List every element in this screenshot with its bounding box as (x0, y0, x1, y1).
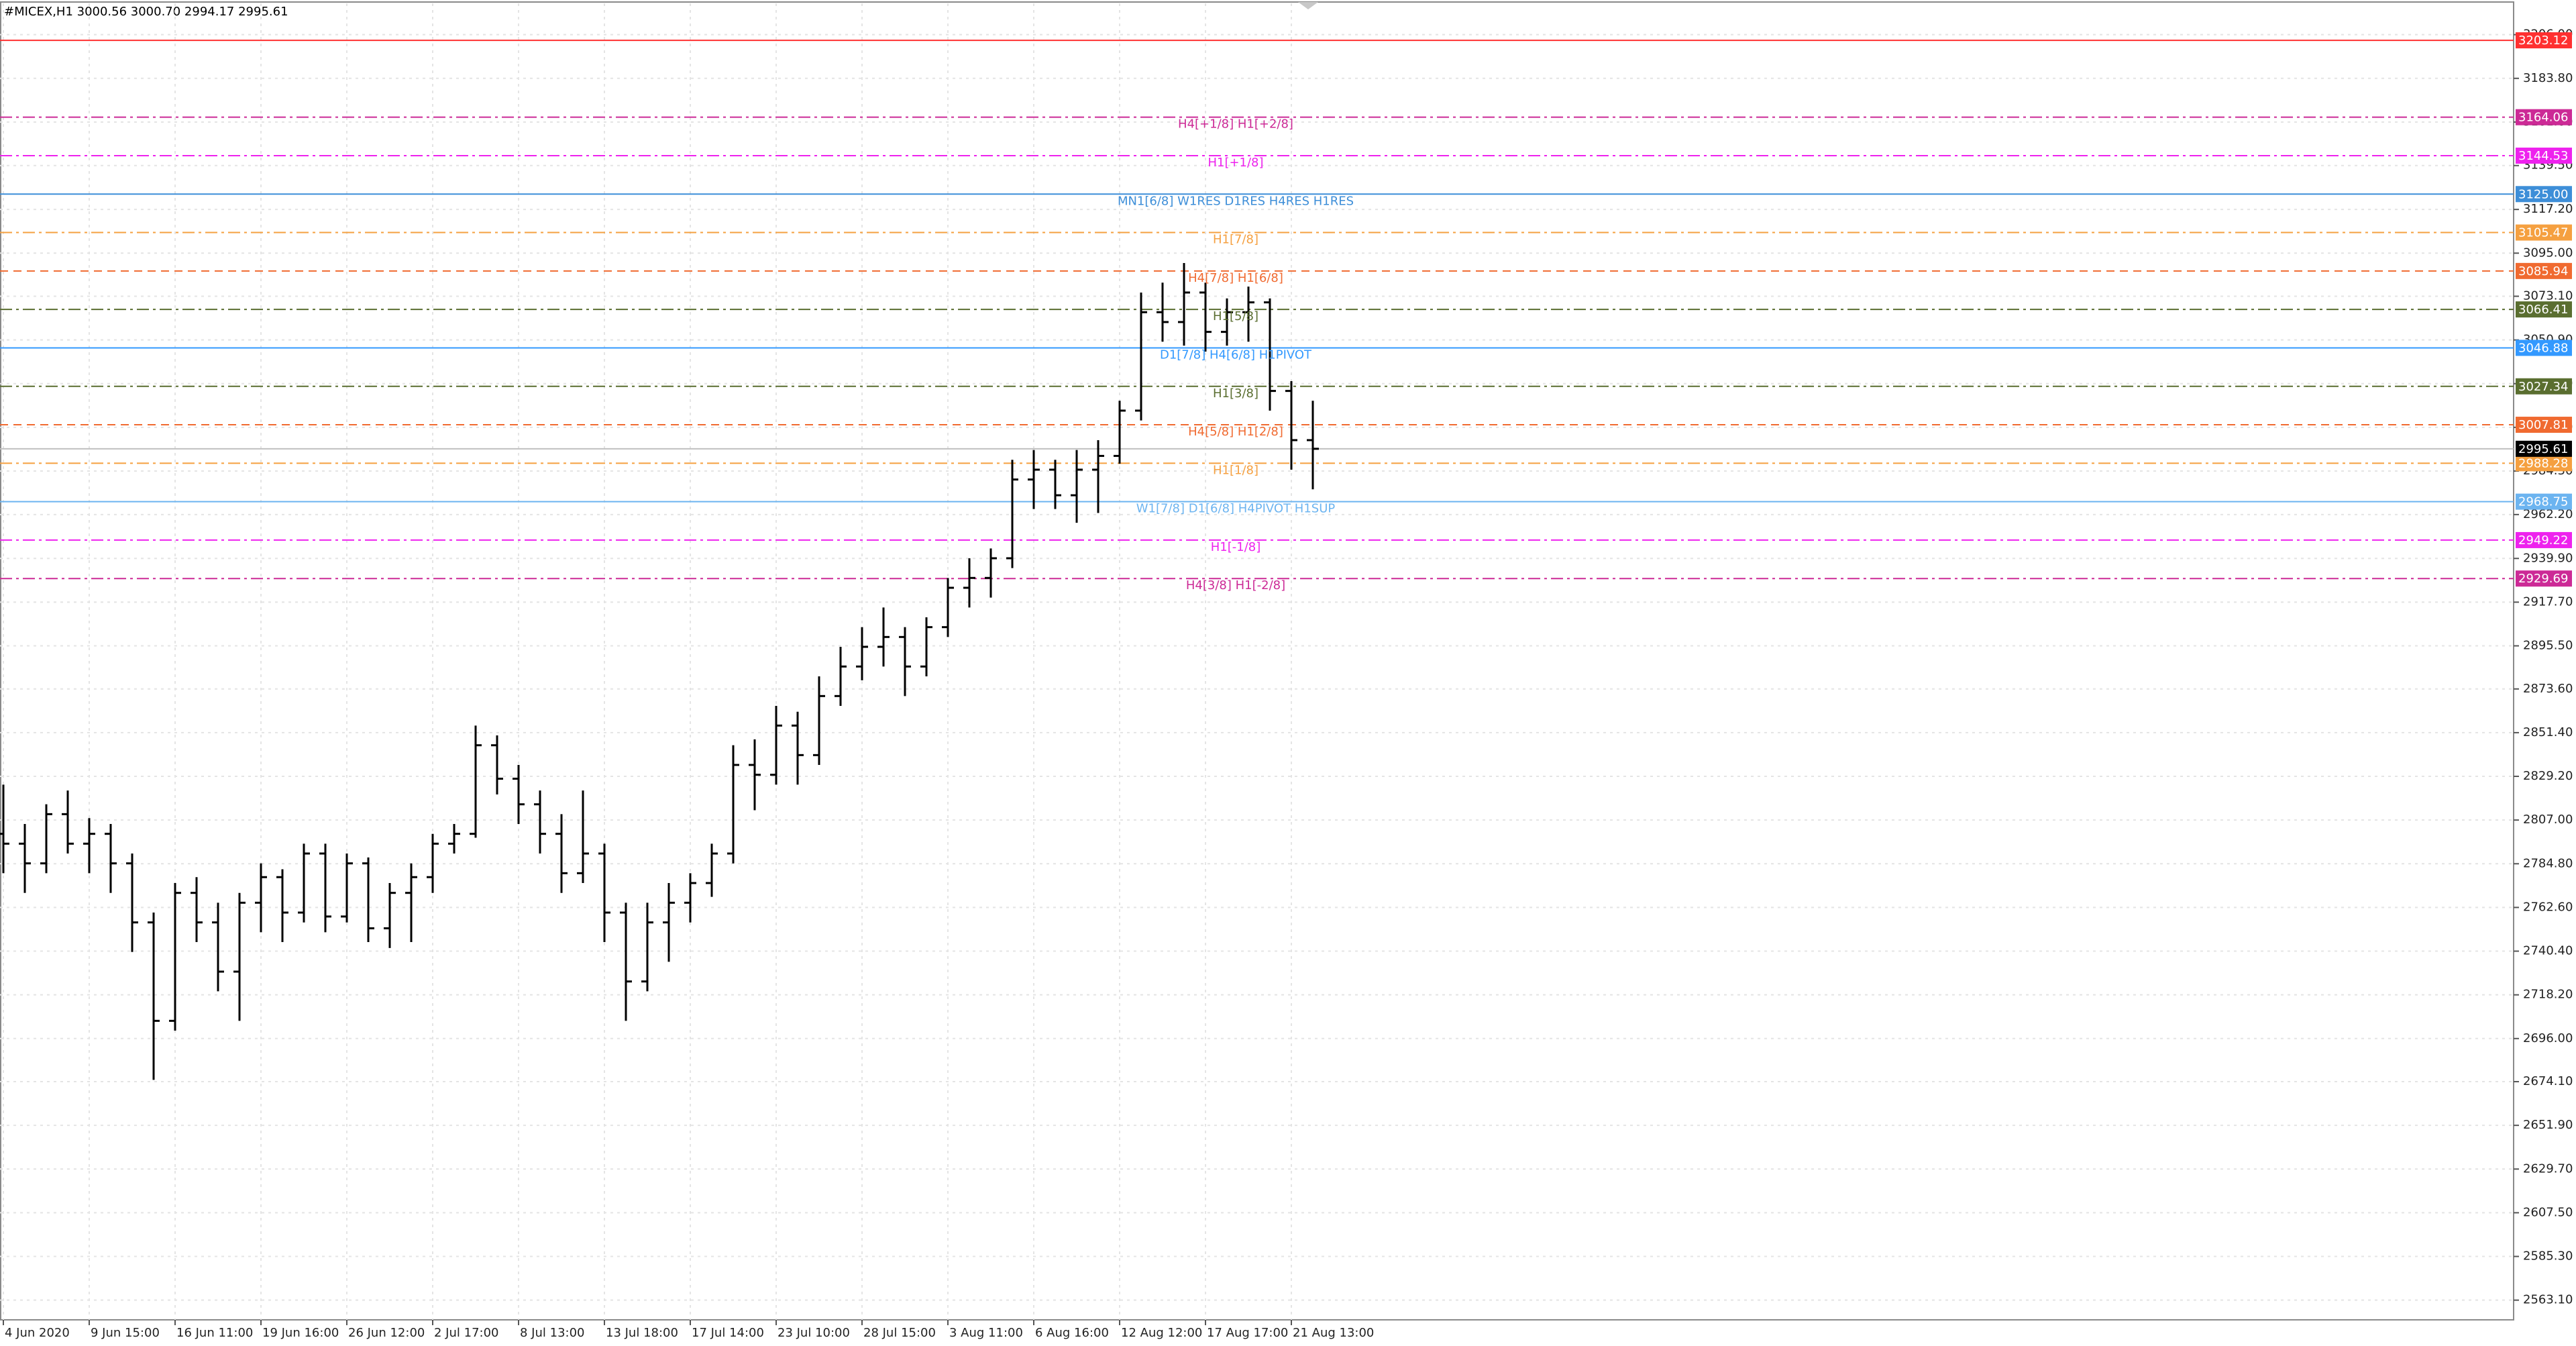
level-price-label: 3105.47 (2518, 226, 2568, 240)
level-label: MN1[6/8] W1RES D1RES H4RES H1RES (1118, 194, 1354, 208)
y-tick-label: 2696.00 (2523, 1031, 2573, 1045)
level-price-label: 2968.75 (2518, 495, 2568, 509)
level-label: H4[3/8] H1[-2/8] (1186, 578, 1285, 592)
level-price-box (2516, 147, 2572, 164)
y-tick-label: 2873.60 (2523, 682, 2573, 696)
y-tick-label: 2895.50 (2523, 639, 2573, 653)
level-price-box (2516, 493, 2572, 510)
level-label: W1[7/8] D1[6/8] H4PIVOT H1SUP (1136, 502, 1336, 516)
y-tick-label: 3073.10 (2523, 289, 2573, 303)
y-tick-label: 2939.90 (2523, 551, 2573, 565)
level-price-label: 3164.06 (2518, 111, 2568, 125)
level-label: H4[5/8] H1[2/8] (1188, 425, 1283, 439)
y-tick-label: 2962.20 (2523, 507, 2573, 521)
level-price-label: 2949.22 (2518, 533, 2568, 548)
y-tick-label: 2585.30 (2523, 1249, 2573, 1263)
x-tick-label: 23 Jul 10:00 (777, 1326, 850, 1340)
level-label: D1[7/8] H4[6/8] H1PIVOT (1160, 348, 1312, 362)
y-tick-label: 2651.90 (2523, 1118, 2573, 1132)
level-price-box (2516, 378, 2572, 395)
y-tick-label: 2629.70 (2523, 1161, 2573, 1176)
level-label: H4[7/8] H1[6/8] (1188, 271, 1283, 285)
x-tick-label: 2 Jul 17:00 (434, 1326, 499, 1340)
x-tick-label: 17 Aug 17:00 (1207, 1326, 1288, 1340)
level-label: H1[7/8] (1213, 233, 1258, 247)
y-tick-label: 3095.00 (2523, 246, 2573, 260)
level-price-label: 3125.00 (2518, 187, 2568, 201)
x-tick-label: 12 Aug 12:00 (1121, 1326, 1202, 1340)
level-price-box (2516, 186, 2572, 203)
level-price-box (2516, 109, 2572, 125)
y-tick-label: 2607.50 (2523, 1205, 2573, 1219)
shift-marker (1298, 2, 1318, 9)
x-tick-label: 28 Jul 15:00 (863, 1326, 936, 1340)
y-tick-label: 2851.40 (2523, 725, 2573, 739)
y-tick-label: 3183.80 (2523, 71, 2573, 85)
level-price-label: 3144.53 (2518, 149, 2568, 163)
level-price-label: 2988.28 (2518, 456, 2568, 470)
level-price-label: 3203.12 (2518, 34, 2568, 48)
level-price-label: 3007.81 (2518, 418, 2568, 432)
level-label: H1[3/8] (1213, 386, 1258, 401)
level-price-box (2516, 570, 2572, 587)
x-tick-label: 17 Jul 14:00 (692, 1326, 764, 1340)
plot-frame (0, 1, 2514, 1321)
level-price-label: 3066.41 (2518, 303, 2568, 317)
level-price-box (2516, 531, 2572, 548)
level-price-box (2516, 224, 2572, 241)
current-price-label: 2995.61 (2518, 442, 2568, 456)
x-tick-label: 21 Aug 13:00 (1293, 1326, 1374, 1340)
y-tick-label: 2917.70 (2523, 594, 2573, 609)
y-tick-label: 3117.20 (2523, 202, 2573, 216)
level-price-box (2516, 417, 2572, 433)
x-tick-label: 9 Jun 15:00 (91, 1326, 160, 1340)
x-tick-label: 26 Jun 12:00 (348, 1326, 425, 1340)
y-tick-label: 2674.10 (2523, 1074, 2573, 1088)
level-label: H1[1/8] (1213, 463, 1258, 477)
level-label: H4[+1/8] H1[+2/8] (1178, 117, 1293, 132)
x-tick-label: 3 Aug 11:00 (949, 1326, 1023, 1340)
y-tick-label: 2762.60 (2523, 900, 2573, 914)
level-price-box (2516, 262, 2572, 279)
x-tick-label: 16 Jun 11:00 (176, 1326, 253, 1340)
y-tick-label: 2784.80 (2523, 856, 2573, 870)
x-tick-label: 4 Jun 2020 (5, 1326, 70, 1340)
x-tick-label: 6 Aug 16:00 (1035, 1326, 1109, 1340)
level-label: H1[+1/8] (1208, 156, 1263, 170)
level-price-label: 3085.94 (2518, 264, 2568, 278)
level-label: H1[-1/8] (1211, 540, 1261, 554)
current-price-box (2516, 440, 2572, 457)
level-label: H1[5/8] (1213, 309, 1258, 323)
chart-title: #MICEX,H1 3000.56 3000.70 2994.17 2995.6… (4, 5, 288, 19)
x-tick-label: 19 Jun 16:00 (262, 1326, 339, 1340)
x-tick-label: 13 Jul 18:00 (606, 1326, 678, 1340)
y-tick-label: 2807.00 (2523, 813, 2573, 827)
level-price-label: 3027.34 (2518, 380, 2568, 394)
level-price-label: 3046.88 (2518, 341, 2568, 355)
y-tick-label: 2740.40 (2523, 944, 2573, 958)
level-price-box (2516, 455, 2572, 472)
level-price-box (2516, 32, 2572, 49)
level-price-box (2516, 340, 2572, 356)
level-price-label: 2929.69 (2518, 572, 2568, 586)
y-tick-label: 2718.20 (2523, 988, 2573, 1002)
x-tick-label: 8 Jul 13:00 (520, 1326, 585, 1340)
y-tick-label: 2829.20 (2523, 769, 2573, 783)
y-tick-label: 2563.10 (2523, 1293, 2573, 1307)
level-price-box (2516, 301, 2572, 318)
